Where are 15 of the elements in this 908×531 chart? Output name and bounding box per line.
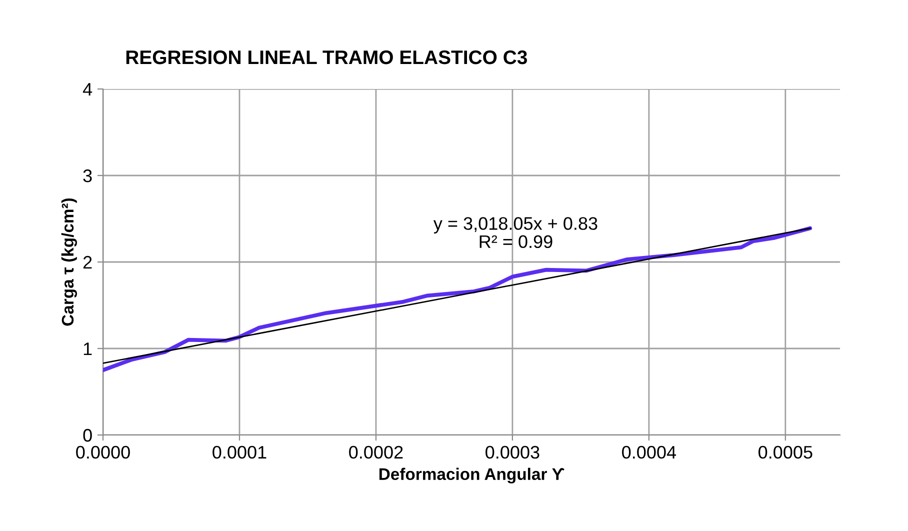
y-tick-label: 1	[84, 342, 92, 356]
y-tick-label: 4	[82, 83, 92, 96]
y-tick-label: 3	[83, 169, 92, 182]
annotation: y = 3,018.05x + 0.83 R² = 0.99	[433, 217, 598, 248]
x-tick-label: 0.0003	[486, 446, 540, 459]
y-tick-label: 2	[83, 256, 92, 269]
x-tick-label: 0.0005	[758, 446, 812, 459]
y-tick-label: 0	[83, 428, 92, 442]
x-tick-label: 0.0004	[622, 446, 676, 459]
x-tick-label: 0.0000	[76, 446, 130, 459]
y-axis-title: Carga τ (kg/cm²)	[61, 198, 77, 326]
chart-title: REGRESION LINEAL TRAMO ELASTICO C3	[126, 50, 528, 64]
x-tick-label: 0.0001	[212, 446, 266, 459]
x-axis-title: Deformacion Angular ϒ	[379, 468, 564, 484]
x-tick-label: 0.0002	[349, 446, 403, 459]
